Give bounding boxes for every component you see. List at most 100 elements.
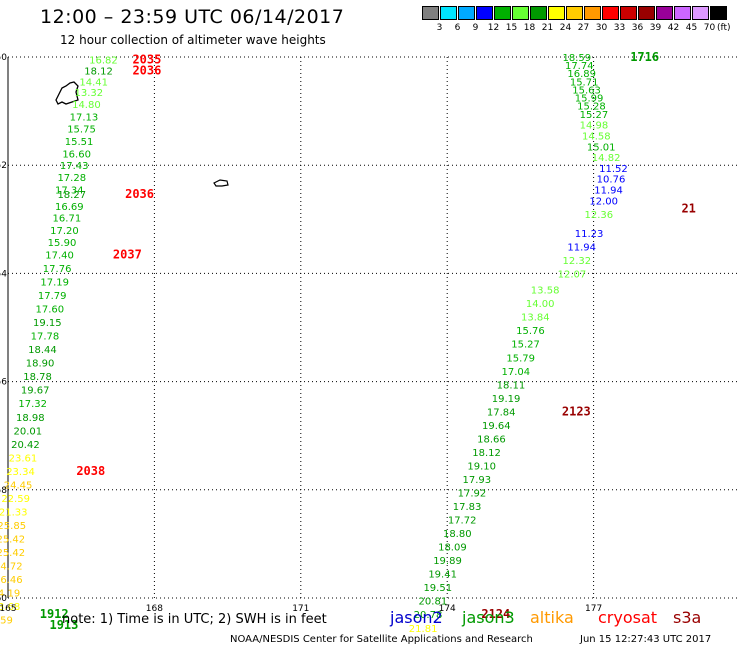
legend-label: 3 (436, 23, 443, 33)
wave-height-value: 11.52 (599, 164, 628, 175)
wave-height-value: 23.34 (6, 467, 35, 478)
legend-label: 18 (523, 23, 536, 33)
wave-height-value: 18.98 (16, 413, 45, 424)
x-tick-label: 171 (292, 604, 309, 614)
wave-height-value: 17.20 (50, 226, 79, 237)
wave-height-value: 24.72 (0, 562, 23, 573)
wave-height-value: 17.78 (31, 332, 60, 343)
legend-label: 9 (472, 23, 479, 33)
track-top-right: 18.5917.7416.8915.7115.6315.9915.2815.27… (558, 50, 696, 280)
wave-height-value: 15.27 (580, 110, 609, 121)
wave-height-value: 14.00 (526, 299, 555, 310)
wave-height-value: 26.46 (0, 575, 23, 586)
legend-label: 27 (577, 23, 590, 33)
wave-height-value: 19.89 (433, 556, 462, 567)
wave-height-value: 18.90 (26, 359, 55, 370)
wave-height-value: 15.71 (570, 77, 599, 88)
pass-time-label: 2037 (113, 247, 142, 261)
wave-height-value: 13.58 (531, 286, 560, 297)
pass-time-label: 2038 (76, 464, 105, 478)
wave-height-value: 15.99 (575, 94, 604, 105)
legend-swatch (566, 6, 583, 20)
legend-label: 70 (703, 23, 716, 33)
wave-height-value: 18.27 (57, 190, 86, 201)
legend-label: 24 (559, 23, 572, 33)
legend-label: 30 (595, 23, 608, 33)
lat-lon-grid (7, 56, 740, 599)
legend-swatch (638, 6, 655, 20)
wave-height-value: 15.28 (577, 102, 606, 113)
wave-height-value: 25.42 (0, 534, 25, 545)
wave-height-value: 12.32 (563, 256, 592, 267)
wave-height-value: 21.81 (409, 624, 438, 635)
y-tick-label: -60 (0, 594, 7, 604)
pass-time-label: 1913 (49, 618, 78, 632)
campbell-island (213, 179, 229, 187)
x-tick-label: 165 (0, 604, 17, 614)
wave-height-value: 17.60 (35, 305, 64, 316)
wave-height-value: 18.80 (443, 529, 472, 540)
pass-time-label: 2035 (132, 53, 161, 67)
y-tick-label: -52 (0, 161, 7, 171)
axis-tick-labels: 165 168 171 174 177 -50 -52 -54 -56 -58 -60 (0, 53, 602, 614)
legend-swatch (620, 6, 637, 20)
wave-height-value: 14.58 (582, 131, 611, 142)
legend-label: 45 (685, 23, 698, 33)
legend-swatch (548, 6, 565, 20)
legend-label: 33 (613, 23, 626, 33)
wave-height-value: 19.41 (428, 570, 457, 581)
wave-height-value: 19.64 (482, 421, 511, 432)
wave-height-value: 17.32 (18, 399, 47, 410)
legend-jason2: jason2 (390, 608, 443, 627)
wave-height-value: 19.10 (467, 461, 496, 472)
wave-height-value: 15.75 (67, 124, 96, 135)
pass-time-label: 2123 (562, 404, 591, 418)
note-text: note: 1) Time is in UTC; 2) SWH is in fe… (62, 612, 327, 627)
pass-time-label: 2036 (132, 64, 161, 78)
wave-height-value: 17.74 (565, 61, 594, 72)
wave-height-value: 17.34 (55, 186, 84, 197)
wave-height-value: 11.94 (594, 186, 623, 197)
y-tick-label: -56 (0, 378, 7, 388)
wave-height-value: 25.85 (0, 521, 26, 532)
wave-height-value: 17.92 (458, 489, 487, 500)
legend-s3a: s3a (673, 608, 702, 627)
legend-altika: altika (530, 608, 574, 627)
wave-height-value: 14.41 (79, 77, 108, 88)
legend-swatch (710, 6, 727, 20)
wave-height-value: 17.83 (453, 502, 482, 513)
auckland-island (55, 81, 79, 105)
legend-swatch (458, 6, 475, 20)
wave-height-value: 16.71 (53, 214, 82, 225)
legend-swatch (494, 6, 511, 20)
y-tick-label: -50 (0, 53, 7, 63)
legend-label: 39 (649, 23, 662, 33)
legend-swatch (674, 6, 691, 20)
wave-height-value: 14.98 (580, 121, 609, 132)
wave-height-value: 14.80 (72, 100, 101, 111)
wave-height-value: 17.13 (70, 113, 99, 124)
wave-height-value: 17.79 (38, 291, 67, 302)
wave-height-value: 17.93 (462, 475, 491, 486)
x-tick-label: 177 (585, 604, 602, 614)
wave-height-value: 17.19 (40, 278, 69, 289)
wave-height-value: 25.42 (0, 548, 25, 559)
wave-height-value: 23.68 (0, 602, 20, 613)
wave-height-value: 11.94 (567, 242, 596, 253)
wave-height-value: 19.15 (33, 318, 62, 329)
wave-height-value: 15.01 (587, 142, 616, 153)
map-title: 12:00 – 23:59 UTC 06/14/2017 (40, 6, 345, 28)
legend-swatch (530, 6, 547, 20)
wave-height-value: 18.44 (28, 345, 57, 356)
wave-height-value: 10.76 (597, 175, 626, 186)
legend-swatch (656, 6, 673, 20)
wave-height-value: 13.84 (521, 313, 550, 324)
wave-height-value: 22.59 (1, 494, 30, 505)
legend-cryosat: cryosat (598, 608, 658, 627)
footer-timestamp: Jun 15 12:27:43 UTC 2017 (580, 634, 712, 645)
wave-height-value: 15.90 (48, 238, 77, 249)
wave-height-value: 23.61 (9, 453, 38, 464)
wave-height-value: 12.00 (589, 196, 618, 207)
wave-height-value: 16.89 (567, 69, 596, 80)
